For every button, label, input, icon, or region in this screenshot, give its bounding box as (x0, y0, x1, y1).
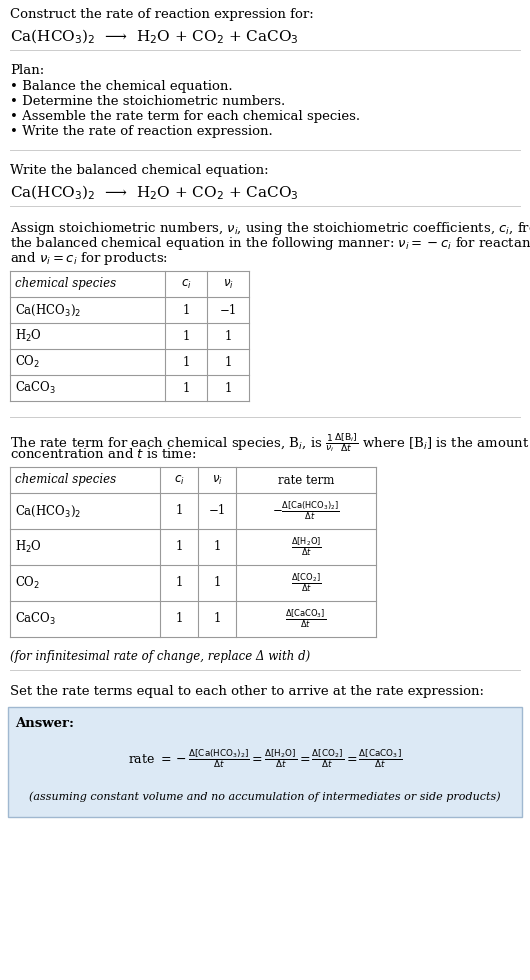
Text: CO$_2$: CO$_2$ (15, 354, 40, 370)
Text: Ca(HCO$_3$)$_2$: Ca(HCO$_3$)$_2$ (15, 303, 81, 318)
Text: 1: 1 (175, 541, 183, 554)
Text: chemical species: chemical species (15, 473, 116, 486)
Text: chemical species: chemical species (15, 277, 116, 290)
Text: −1: −1 (208, 505, 226, 517)
Text: $\nu_i$: $\nu_i$ (223, 277, 233, 290)
Text: 1: 1 (224, 381, 232, 395)
Text: 1: 1 (175, 612, 183, 625)
Text: $\frac{\Delta[\mathrm{CO_2}]}{\Delta t}$: $\frac{\Delta[\mathrm{CO_2}]}{\Delta t}$ (291, 571, 321, 594)
Text: 1: 1 (182, 356, 190, 368)
Text: Ca(HCO$_3$)$_2$: Ca(HCO$_3$)$_2$ (15, 504, 81, 518)
Text: rate $= -\frac{\Delta[\mathrm{Ca(HCO_3)_2}]}{\Delta t} = \frac{\Delta[\mathrm{H_: rate $= -\frac{\Delta[\mathrm{Ca(HCO_3)_… (128, 748, 402, 770)
Text: Plan:: Plan: (10, 64, 44, 77)
Text: 1: 1 (182, 329, 190, 342)
Text: • Assemble the rate term for each chemical species.: • Assemble the rate term for each chemic… (10, 110, 360, 123)
Text: (assuming constant volume and no accumulation of intermediates or side products): (assuming constant volume and no accumul… (29, 792, 501, 803)
Text: concentration and $t$ is time:: concentration and $t$ is time: (10, 447, 197, 461)
Text: $c_i$: $c_i$ (181, 277, 191, 290)
Text: Set the rate terms equal to each other to arrive at the rate expression:: Set the rate terms equal to each other t… (10, 685, 484, 698)
Text: $c_i$: $c_i$ (174, 473, 184, 486)
Text: H$_2$O: H$_2$O (15, 328, 42, 344)
Text: 1: 1 (224, 356, 232, 368)
FancyBboxPatch shape (8, 707, 522, 817)
Text: rate term: rate term (278, 473, 334, 486)
Text: • Balance the chemical equation.: • Balance the chemical equation. (10, 80, 233, 93)
Text: and $\nu_i = c_i$ for products:: and $\nu_i = c_i$ for products: (10, 250, 168, 267)
Text: the balanced chemical equation in the following manner: $\nu_i = -c_i$ for react: the balanced chemical equation in the fo… (10, 235, 530, 252)
Text: $\nu_i$: $\nu_i$ (211, 473, 223, 486)
Text: Assign stoichiometric numbers, $\nu_i$, using the stoichiometric coefficients, $: Assign stoichiometric numbers, $\nu_i$, … (10, 220, 530, 237)
Text: CaCO$_3$: CaCO$_3$ (15, 380, 56, 396)
Text: Write the balanced chemical equation:: Write the balanced chemical equation: (10, 164, 269, 177)
Text: H$_2$O: H$_2$O (15, 539, 42, 555)
Text: $\frac{\Delta[\mathrm{H_2O}]}{\Delta t}$: $\frac{\Delta[\mathrm{H_2O}]}{\Delta t}$ (290, 536, 321, 559)
Text: −1: −1 (219, 304, 236, 317)
Text: $-\frac{\Delta[\mathrm{Ca(HCO_3)_2}]}{\Delta t}$: $-\frac{\Delta[\mathrm{Ca(HCO_3)_2}]}{\D… (272, 500, 340, 522)
Text: 1: 1 (224, 329, 232, 342)
Text: 1: 1 (175, 505, 183, 517)
Text: Ca(HCO$_3$)$_2$  ⟶  H$_2$O + CO$_2$ + CaCO$_3$: Ca(HCO$_3$)$_2$ ⟶ H$_2$O + CO$_2$ + CaCO… (10, 28, 299, 46)
Text: CaCO$_3$: CaCO$_3$ (15, 611, 56, 627)
Text: $\frac{\Delta[\mathrm{CaCO_3}]}{\Delta t}$: $\frac{\Delta[\mathrm{CaCO_3}]}{\Delta t… (286, 608, 326, 630)
Text: 1: 1 (182, 381, 190, 395)
Text: Construct the rate of reaction expression for:: Construct the rate of reaction expressio… (10, 8, 314, 21)
Text: Ca(HCO$_3$)$_2$  ⟶  H$_2$O + CO$_2$ + CaCO$_3$: Ca(HCO$_3$)$_2$ ⟶ H$_2$O + CO$_2$ + CaCO… (10, 184, 299, 203)
Text: Answer:: Answer: (15, 717, 74, 730)
Text: • Write the rate of reaction expression.: • Write the rate of reaction expression. (10, 125, 273, 138)
Text: 1: 1 (175, 576, 183, 590)
Text: The rate term for each chemical species, B$_i$, is $\frac{1}{\nu_i}\frac{\Delta[: The rate term for each chemical species,… (10, 431, 529, 454)
Text: 1: 1 (213, 612, 220, 625)
Text: 1: 1 (182, 304, 190, 317)
Text: 1: 1 (213, 541, 220, 554)
Text: 1: 1 (213, 576, 220, 590)
Text: • Determine the stoichiometric numbers.: • Determine the stoichiometric numbers. (10, 95, 285, 108)
Text: CO$_2$: CO$_2$ (15, 575, 40, 591)
Text: (for infinitesimal rate of change, replace Δ with d): (for infinitesimal rate of change, repla… (10, 650, 310, 663)
